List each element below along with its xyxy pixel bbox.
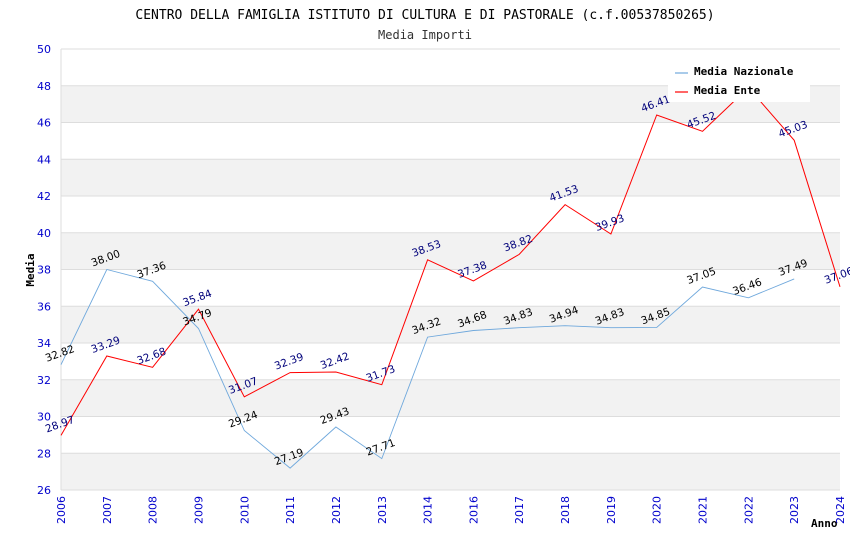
series-lines: [60, 86, 841, 469]
x-tick-label: 2007: [101, 496, 114, 524]
y-tick-label: 30: [37, 411, 51, 424]
x-tick-label: 2009: [192, 496, 205, 524]
data-label: 32.42: [319, 350, 351, 372]
grid-band: [61, 306, 840, 343]
x-tick-label: 2014: [422, 496, 435, 524]
y-tick-label: 28: [37, 447, 51, 460]
series-line-media-ente: [60, 86, 841, 436]
legend-label-media-nazionale: Media Nazionale: [694, 65, 794, 78]
x-tick-label: 2019: [605, 496, 618, 524]
x-tick-label: 2008: [147, 496, 160, 524]
y-axis-ticks: 26 28 30 32 34 36 38 40 42 44 46 48 50: [37, 43, 51, 497]
y-tick-label: 38: [37, 264, 51, 277]
data-label: 32.39: [273, 351, 305, 373]
x-tick-label: 2022: [742, 496, 755, 524]
grid-band: [61, 453, 840, 490]
y-tick-label: 32: [37, 374, 51, 387]
x-tick-label: 2013: [376, 496, 389, 524]
series-line-media-nazionale: [60, 268, 795, 469]
x-axis-label: Anno: [811, 517, 838, 530]
data-label: 39.93: [594, 212, 626, 234]
x-tick-label: 2016: [467, 496, 480, 524]
y-tick-label: 50: [37, 43, 51, 56]
y-tick-label: 40: [37, 227, 51, 240]
y-tick-label: 44: [37, 153, 51, 166]
y-tick-label: 36: [37, 300, 51, 313]
y-axis-label: Media: [24, 253, 37, 286]
x-tick-label: 2023: [788, 496, 801, 524]
data-label: 36.46: [731, 276, 764, 298]
x-tick-label: 2010: [238, 496, 251, 524]
x-tick-label: 2024: [834, 496, 847, 524]
y-tick-label: 42: [37, 190, 51, 203]
x-tick-label: 2020: [651, 496, 664, 524]
x-axis-ticks: 2006 2007 2008 2009 2010 2011 2012 2013 2014 2016…: [55, 496, 847, 524]
y-tick-label: 48: [37, 80, 51, 93]
grid-bands: [61, 85, 840, 490]
x-tick-label: 2018: [559, 496, 572, 524]
x-tick-label: 2006: [55, 496, 68, 524]
y-tick-label: 26: [37, 484, 51, 497]
x-tick-label: 2017: [513, 496, 526, 524]
legend: Media Nazionale Media Ente: [668, 60, 810, 102]
chart-title: CENTRO DELLA FAMIGLIA ISTITUTO DI CULTUR…: [135, 8, 714, 23]
legend-label-media-ente: Media Ente: [694, 84, 761, 97]
grid-band: [61, 159, 840, 196]
grid-band: [61, 232, 840, 270]
x-tick-label: 2012: [330, 496, 343, 524]
chart-subtitle: Media Importi: [378, 28, 472, 42]
grid-band: [61, 379, 840, 417]
data-label: 32.68: [135, 346, 167, 368]
y-tick-label: 46: [37, 117, 51, 130]
x-tick-label: 2021: [697, 496, 710, 524]
y-tick-label: 34: [37, 337, 51, 350]
x-tick-label: 2011: [284, 496, 297, 524]
legend-box: [668, 60, 810, 102]
grid-lines: [60, 48, 840, 491]
